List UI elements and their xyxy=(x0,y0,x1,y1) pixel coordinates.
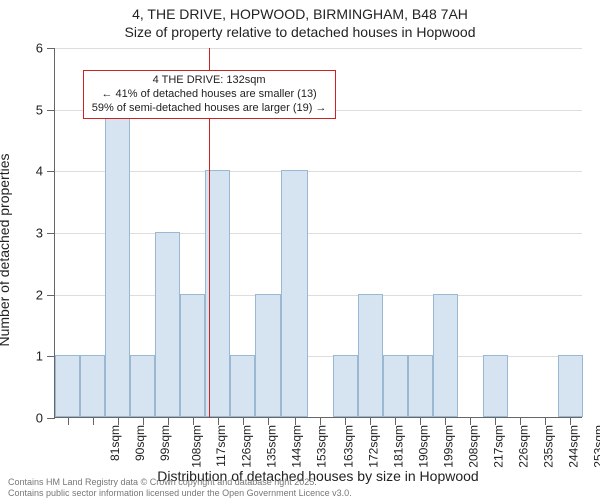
x-tick-label: 163sqm xyxy=(342,425,356,468)
x-tick xyxy=(118,417,119,425)
footer-line-1: Contains HM Land Registry data © Crown c… xyxy=(8,477,352,487)
plot: 012345681sqm90sqm99sqm108sqm117sqm126sqm… xyxy=(54,48,582,418)
y-tick xyxy=(47,295,55,296)
x-tick xyxy=(545,417,546,425)
x-tick-label: 108sqm xyxy=(189,425,203,468)
y-tick xyxy=(47,171,55,172)
y-tick xyxy=(47,48,55,49)
x-tick-label: 181sqm xyxy=(392,425,406,468)
x-tick-label: 90sqm xyxy=(133,425,147,461)
x-tick-label: 81sqm xyxy=(108,425,122,461)
y-axis-label-wrap: Number of detached properties xyxy=(0,57,12,250)
x-tick-label: 226sqm xyxy=(517,425,531,468)
histogram-bar xyxy=(433,294,458,417)
histogram-bar xyxy=(55,355,80,417)
title-block: 4, THE DRIVE, HOPWOOD, BIRMINGHAM, B48 7… xyxy=(0,0,600,43)
y-tick xyxy=(47,233,55,234)
x-tick-label: 208sqm xyxy=(467,425,481,468)
histogram-bar xyxy=(130,355,155,417)
histogram-bar xyxy=(180,294,205,417)
annotation-box: 4 THE DRIVE: 132sqm← 41% of detached hou… xyxy=(83,70,336,119)
title-line-2: Size of property relative to detached ho… xyxy=(0,24,600,42)
y-tick-label: 2 xyxy=(36,287,43,302)
histogram-bar xyxy=(281,170,307,417)
histogram-bar xyxy=(230,355,255,417)
chart-container: 4, THE DRIVE, HOPWOOD, BIRMINGHAM, B48 7… xyxy=(0,0,600,500)
y-tick-label: 3 xyxy=(36,226,43,241)
gridline xyxy=(55,48,582,49)
x-tick xyxy=(295,417,296,425)
annotation-line-2: ← 41% of detached houses are smaller (13… xyxy=(92,88,327,102)
histogram-bar xyxy=(105,109,130,417)
x-tick xyxy=(370,417,371,425)
footer: Contains HM Land Registry data © Crown c… xyxy=(8,477,352,498)
x-tick xyxy=(520,417,521,425)
x-tick-label: 253sqm xyxy=(592,425,600,468)
x-tick-label: 153sqm xyxy=(314,425,328,468)
y-tick xyxy=(47,356,55,357)
x-tick xyxy=(495,417,496,425)
y-tick xyxy=(47,110,55,111)
histogram-bar xyxy=(558,355,583,417)
title-line-1: 4, THE DRIVE, HOPWOOD, BIRMINGHAM, B48 7… xyxy=(0,6,600,24)
histogram-bar xyxy=(255,294,281,417)
x-tick-label: 199sqm xyxy=(442,425,456,468)
histogram-bar xyxy=(483,355,508,417)
x-tick-label: 126sqm xyxy=(239,425,253,468)
x-tick-label: 144sqm xyxy=(289,425,303,468)
x-tick xyxy=(420,417,421,425)
gridline xyxy=(55,171,582,172)
x-tick xyxy=(168,417,169,425)
x-tick xyxy=(218,417,219,425)
histogram-bar xyxy=(80,355,105,417)
x-tick xyxy=(345,417,346,425)
y-tick-label: 5 xyxy=(36,102,43,117)
annotation-line-1: 4 THE DRIVE: 132sqm xyxy=(92,74,327,88)
x-tick xyxy=(445,417,446,425)
x-tick xyxy=(143,417,144,425)
x-tick-label: 190sqm xyxy=(417,425,431,468)
x-tick-label: 235sqm xyxy=(542,425,556,468)
x-tick xyxy=(395,417,396,425)
histogram-bar xyxy=(155,232,180,417)
y-tick xyxy=(47,418,55,419)
y-tick-label: 6 xyxy=(36,41,43,56)
x-tick xyxy=(243,417,244,425)
y-tick-label: 1 xyxy=(36,349,43,364)
footer-line-2: Contains public sector information licen… xyxy=(8,488,352,498)
y-tick-label: 4 xyxy=(36,164,43,179)
histogram-bar xyxy=(333,355,358,417)
x-tick xyxy=(470,417,471,425)
y-tick-label: 0 xyxy=(36,411,43,426)
x-tick xyxy=(68,417,69,425)
y-axis-label: Number of detached properties xyxy=(0,154,12,347)
x-tick xyxy=(320,417,321,425)
x-tick-label: 135sqm xyxy=(264,425,278,468)
x-tick xyxy=(193,417,194,425)
annotation-line-3: 59% of semi-detached houses are larger (… xyxy=(92,102,327,116)
x-tick-label: 244sqm xyxy=(567,425,581,468)
histogram-bar xyxy=(408,355,433,417)
x-tick xyxy=(570,417,571,425)
gridline xyxy=(55,295,582,296)
histogram-bar xyxy=(383,355,408,417)
histogram-bar xyxy=(358,294,383,417)
x-tick-label: 217sqm xyxy=(492,425,506,468)
gridline xyxy=(55,233,582,234)
x-tick xyxy=(268,417,269,425)
x-tick-label: 172sqm xyxy=(367,425,381,468)
x-tick-label: 117sqm xyxy=(213,425,227,467)
x-tick xyxy=(93,417,94,425)
plot-area: 012345681sqm90sqm99sqm108sqm117sqm126sqm… xyxy=(54,48,582,418)
x-tick-label: 99sqm xyxy=(158,425,172,461)
